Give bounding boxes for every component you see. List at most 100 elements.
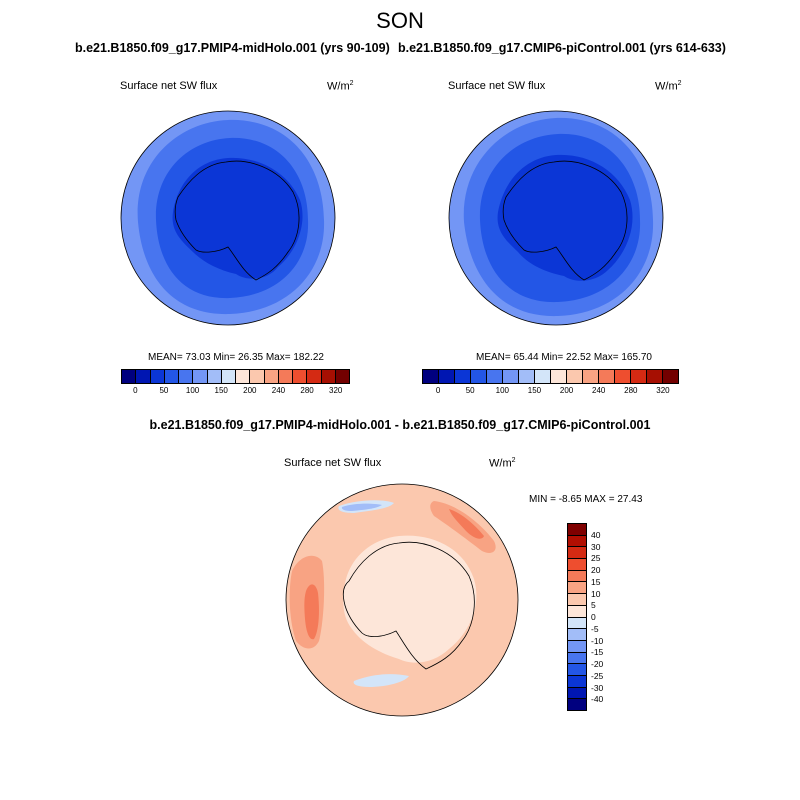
colorbar-swatch [615, 370, 631, 383]
antarctica-region [497, 154, 633, 281]
coastline [502, 160, 628, 281]
right-run-title: b.e21.B1850.f09_g17.CMIP6-piControl.001 … [398, 41, 726, 55]
coastline [174, 160, 300, 281]
diff-colorbar [567, 523, 587, 711]
colorbar-swatch [568, 699, 586, 710]
colorbar-swatch [164, 370, 179, 383]
right-colorbar [422, 369, 679, 384]
diff-variable-label: Surface net SW flux [284, 457, 382, 469]
colorbar-tick-label: 0 [133, 386, 138, 395]
diff-stats: MIN = -8.65 MAX = 27.43 [529, 494, 643, 505]
diff-colorbar-ticks: 40 30 25 20 15 10 5 0 -5 -10 -15 -20 -25 -30 -40 [591, 523, 621, 711]
colorbar-swatch [568, 640, 586, 653]
colorbar-swatch [568, 535, 586, 548]
colorbar-tick-label: 240 [271, 386, 286, 395]
colorbar-swatch [599, 370, 615, 383]
colorbar-swatch [519, 370, 535, 383]
colorbar-swatch [568, 652, 586, 665]
colorbar-swatch [503, 370, 519, 383]
colorbar-swatch [568, 629, 586, 641]
colorbar-tick-label: 20 [591, 565, 601, 575]
right-units-label: W/m2 [655, 80, 682, 93]
colorbar-tick-label: 50 [465, 386, 475, 395]
left-colorbar [121, 369, 350, 384]
colorbar-swatch [568, 559, 586, 571]
colorbar-tick-label: 320 [656, 386, 670, 395]
map-border [448, 110, 664, 326]
left-stats: MEAN= 73.03 Min= 26.35 Max= 182.22 [148, 352, 324, 363]
colorbar-tick-label: 10 [591, 588, 601, 599]
colorbar-tick-label: -25 [591, 670, 604, 681]
colorbar-tick-label: 0 [435, 386, 441, 395]
left-colorbar-ticks: 0 50 100 150 200 240 280 320 [121, 386, 350, 398]
colorbar-swatch [663, 370, 678, 383]
diff-units-label: W/m2 [489, 457, 516, 470]
max-anomaly-east [449, 509, 484, 539]
colorbar-tick-label: 50 [159, 386, 169, 395]
colorbar-tick-label: 15 [591, 576, 601, 587]
colorbar-swatch [568, 605, 586, 618]
antarctica-region [172, 157, 303, 279]
colorbar-tick-label: 200 [559, 386, 574, 395]
colorbar-swatch [471, 370, 487, 383]
page-title: SON [376, 8, 424, 33]
max-anomaly-west [304, 584, 319, 640]
colorbar-tick-label: 100 [185, 386, 200, 395]
colorbar-swatch [207, 370, 222, 383]
colorbar-tick-label: -5 [591, 623, 599, 634]
colorbar-swatch [487, 370, 503, 383]
left-run-title: b.e21.B1850.f09_g17.PMIP4-midHolo.001 (y… [75, 41, 390, 55]
colorbar-swatch [179, 370, 194, 383]
colorbar-tick-label: -30 [591, 682, 604, 693]
colorbar-swatch [264, 370, 279, 383]
colorbar-swatch [568, 675, 586, 688]
colorbar-swatch [307, 370, 322, 383]
colorbar-swatch [568, 617, 586, 630]
colorbar-tick-label: 30 [591, 541, 601, 552]
colorbar-tick-label: 5 [591, 600, 596, 611]
map-border [120, 110, 336, 326]
map-right [448, 110, 664, 326]
colorbar-tick-label: 280 [300, 386, 314, 395]
colorbar-tick-label: 150 [214, 386, 228, 395]
colorbar-swatch [567, 370, 583, 383]
colorbar-tick-label: -15 [591, 647, 604, 658]
right-colorbar-ticks: 0 50 100 150 200 240 280 320 [422, 386, 679, 398]
colorbar-swatch [150, 370, 165, 383]
colorbar-swatch [278, 370, 293, 383]
colorbar-swatch [455, 370, 471, 383]
colorbar-swatch [631, 370, 647, 383]
colorbar-tick-label: 240 [592, 386, 606, 395]
colorbar-swatch [568, 524, 586, 536]
left-variable-label: Surface net SW flux [120, 80, 218, 92]
colorbar-swatch [236, 370, 251, 383]
colorbar-tick-label: -40 [591, 694, 604, 705]
colorbar-swatch [568, 570, 586, 583]
map-border [285, 483, 519, 717]
colorbar-tick-label: -20 [591, 659, 604, 669]
negative-anomaly-south [353, 674, 409, 687]
colorbar-tick-label: 0 [591, 612, 596, 622]
colorbar-swatch [535, 370, 551, 383]
negative-anomaly-core [341, 503, 382, 511]
colorbar-swatch [250, 370, 265, 383]
colorbar-swatch [293, 370, 308, 383]
colorbar-swatch [568, 687, 586, 700]
antarctica-region [343, 535, 477, 663]
colorbar-swatch [335, 370, 349, 383]
colorbar-swatch [647, 370, 663, 383]
colorbar-tick-label: 150 [527, 386, 542, 395]
right-stats: MEAN= 65.44 Min= 22.52 Max= 165.70 [476, 352, 652, 363]
map-diff [285, 483, 519, 717]
map-left [120, 110, 336, 326]
colorbar-swatch [568, 547, 586, 560]
colorbar-swatch [551, 370, 567, 383]
colorbar-swatch [193, 370, 208, 383]
colorbar-tick-label: -10 [591, 635, 604, 646]
colorbar-swatch [583, 370, 599, 383]
colorbar-tick-label: 25 [591, 553, 601, 564]
colorbar-tick-label: 100 [495, 386, 509, 395]
colorbar-swatch [321, 370, 336, 383]
colorbar-swatch [423, 370, 439, 383]
left-units-label: W/m2 [327, 80, 354, 93]
